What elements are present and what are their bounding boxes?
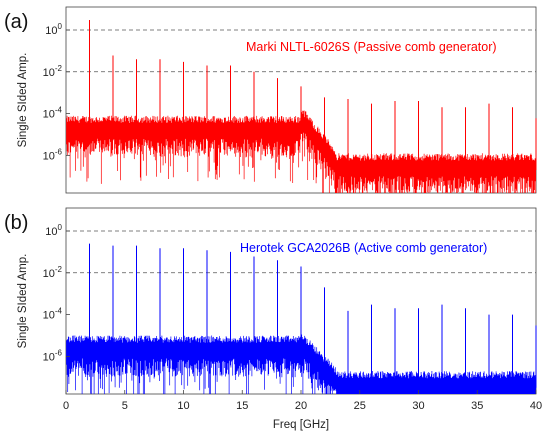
ytick-label-a-3: 10-6 [43, 147, 63, 162]
ytick-label-b-1: 10-2 [43, 265, 63, 280]
y-ticks-b: 100 10-2 10-4 10-6 [43, 223, 70, 363]
comb-lines-b [89, 243, 537, 388]
ylabel-b: Single SIded Amp. [17, 254, 29, 349]
xtick-label-5: 25 [354, 400, 366, 412]
ytick-label-b-0: 100 [45, 223, 62, 238]
ytick-label-a-2: 10-4 [43, 106, 63, 121]
annotation-a: Marki NLTL-6026S (Passive comb generator… [246, 40, 497, 54]
xtick-label-4: 20 [295, 400, 307, 412]
xtick-label-2: 10 [177, 400, 189, 412]
ytick-label-b-2: 10-4 [43, 307, 63, 322]
ytick-label-a-0: 100 [45, 22, 62, 37]
noise-floor-a [66, 108, 537, 193]
ytick-label-b-3: 10-6 [43, 348, 63, 363]
xtick-label-1: 5 [122, 400, 128, 412]
ytick-label-a-1: 10-2 [43, 64, 63, 79]
x-ticks-b: 0 5 10 15 20 25 30 35 40 [63, 390, 542, 412]
xtick-label-7: 35 [471, 400, 483, 412]
noise-floor-trace-a [66, 108, 537, 193]
xtick-label-8: 40 [530, 400, 542, 412]
xtick-label-6: 30 [412, 400, 424, 412]
xlabel-b: Freq [GHz] [273, 419, 329, 431]
annotation-b: Herotek GCA2026B (Active comb generator) [240, 241, 487, 255]
panel-b: 100 10-2 10-4 10-6 0 5 10 15 20 25 30 35 40 (b) Her… [4, 207, 542, 431]
noise-floor-trace-b [66, 334, 537, 394]
gridlines-a [66, 29, 536, 73]
noise-floor-b [66, 334, 537, 394]
ylabel-a: Single SIded Amp. [17, 53, 29, 148]
panel-label-b: (b) [4, 212, 28, 234]
panel-label-a: (a) [4, 11, 28, 33]
comb-lines-a [89, 20, 537, 171]
xtick-label-3: 15 [236, 400, 248, 412]
panel-a: 100 10-2 10-4 10-6 (a) Marki NLTL-6026S (Pa… [4, 6, 537, 194]
xtick-label-0: 0 [63, 400, 69, 412]
y-ticks-a: 100 10-2 10-4 10-6 [43, 22, 70, 162]
